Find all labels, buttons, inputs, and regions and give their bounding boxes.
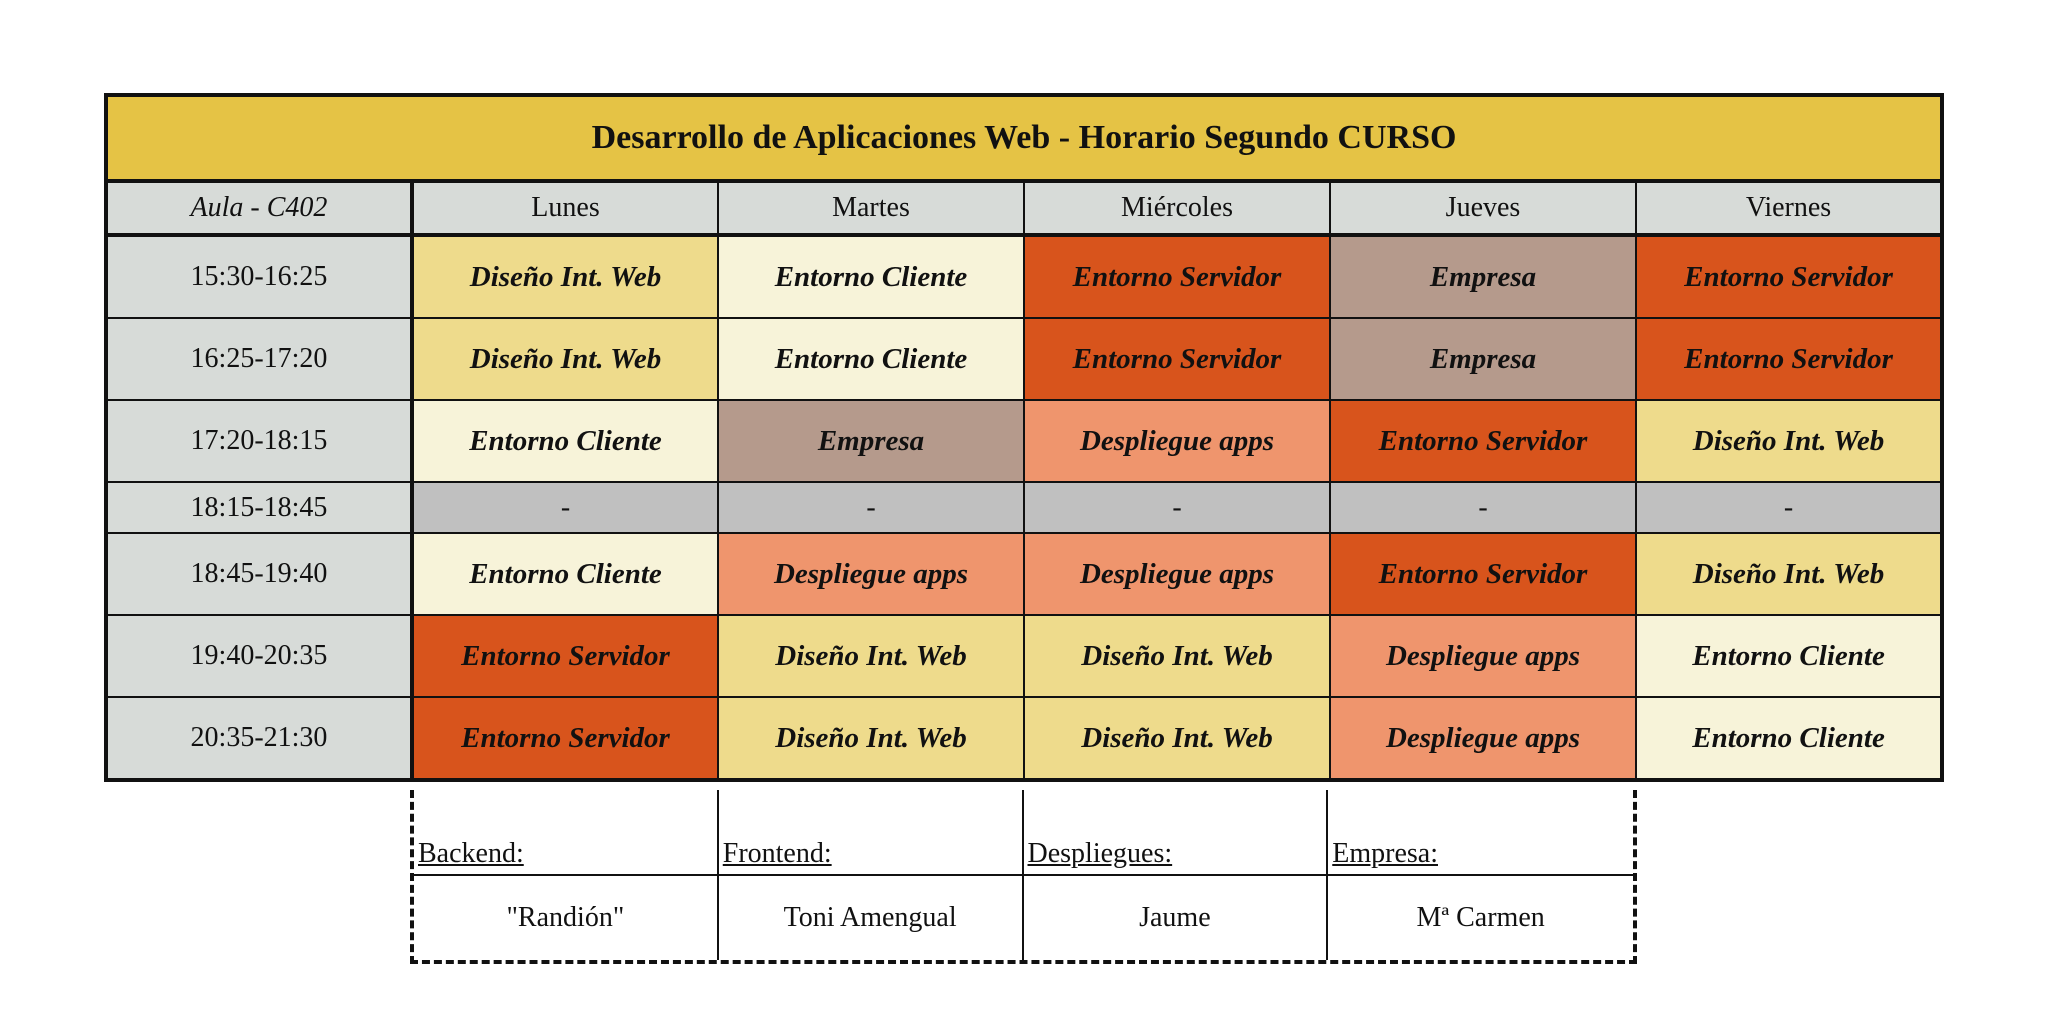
break-cell: - [411,481,719,534]
teacher-role: Empresa: [1328,790,1633,876]
class-cell: Entorno Servidor [1634,317,1944,401]
class-cell: Despliegue apps [1023,532,1331,616]
class-cell: Entorno Cliente [1634,696,1944,781]
day-header-row: Aula - C402 Lunes Martes Miércoles Jueve… [105,180,1944,237]
class-cell: Entorno Cliente [717,317,1025,401]
teacher-name: "Randión" [506,902,625,933]
class-cell: Entorno Servidor [1329,532,1637,616]
teachers-legend: Backend: "Randión" Frontend: Toni Amengu… [410,790,1637,964]
class-cell: Entorno Cliente [411,399,719,483]
break-cell: - [1634,481,1944,534]
room-label: Aula - C402 [105,180,414,237]
teacher-column: Frontend: Toni Amengual [718,790,1024,960]
class-cell: Diseño Int. Web [717,696,1025,781]
teacher-role: Backend: [414,790,717,876]
class-cell: Diseño Int. Web [1634,399,1944,483]
time-slot-row: 18:45-19:40 Entorno Cliente Despliegue app… [105,532,1944,616]
schedule-title: Desarrollo de Aplicaciones Web - Horario… [104,94,1944,183]
class-cell: Empresa [1329,317,1637,401]
day-header: Miércoles [1023,180,1331,237]
time-slot-label: 18:45-19:40 [105,532,414,616]
time-slot-row: 16:25-17:20 Diseño Int. Web Entorno Client… [105,317,1944,401]
class-cell: Entorno Servidor [1329,399,1637,483]
class-cell: Despliegue apps [717,532,1025,616]
day-header: Viernes [1634,180,1944,237]
teacher-column: Backend: "Randión" [414,790,719,960]
time-slot-row: 19:40-20:35 Entorno Servidor Diseño Int. W… [105,614,1944,698]
time-slot-row: 20:35-21:30 Entorno Servidor Diseño Int. W… [105,696,1944,781]
teacher-column: Empresa: Mª Carmen [1328,790,1633,960]
class-cell: Entorno Cliente [1634,614,1944,698]
class-cell: Despliegue apps [1329,614,1637,698]
teacher-name: Toni Amengual [783,902,957,933]
class-cell: Entorno Servidor [411,696,719,781]
break-row: 18:15-18:45- - - - - [105,481,1944,534]
time-slot-label: 17:20-18:15 [105,399,414,483]
class-cell: Diseño Int. Web [1023,614,1331,698]
time-slot-label: 18:15-18:45 [105,481,414,534]
break-cell: - [1329,481,1637,534]
class-cell: Diseño Int. Web [1023,696,1331,781]
time-slot-label: 15:30-16:25 [105,234,414,319]
class-cell: Entorno Cliente [717,234,1025,319]
class-cell: Entorno Servidor [411,614,719,698]
time-slot-label: 16:25-17:20 [105,317,414,401]
class-cell: Diseño Int. Web [717,614,1025,698]
class-cell: Despliegue apps [1329,696,1637,781]
class-cell: Empresa [717,399,1025,483]
class-cell: Entorno Cliente [411,532,719,616]
class-cell: Diseño Int. Web [1634,532,1944,616]
break-cell: - [717,481,1025,534]
time-slot-row: 15:30-16:25 Diseño Int. Web Entorno Client… [105,234,1944,319]
day-header: Martes [717,180,1025,237]
day-header: Jueves [1329,180,1637,237]
class-cell: Diseño Int. Web [411,234,719,319]
class-cell: Entorno Servidor [1023,234,1331,319]
time-slot-label: 20:35-21:30 [105,696,414,781]
class-cell: Entorno Servidor [1634,234,1944,319]
teacher-role: Frontend: [718,790,1022,876]
time-slot-row: 17:20-18:15 Entorno Cliente Empresa Desplie… [105,399,1944,483]
class-cell: Diseño Int. Web [411,317,719,401]
teacher-role: Despliegues: [1023,790,1327,876]
class-cell: Despliegue apps [1023,399,1331,483]
class-cell: Empresa [1329,234,1637,319]
class-cell: Entorno Servidor [1023,317,1331,401]
teacher-name: Jaume [1139,902,1211,933]
day-header: Lunes [411,180,719,237]
time-slot-label: 19:40-20:35 [105,614,414,698]
teacher-name: Mª Carmen [1416,902,1545,933]
schedule-table: Desarrollo de Aplicaciones Web - Horario… [104,93,1945,782]
break-cell: - [1023,481,1331,534]
teacher-column: Despliegues: Jaume [1023,790,1329,960]
